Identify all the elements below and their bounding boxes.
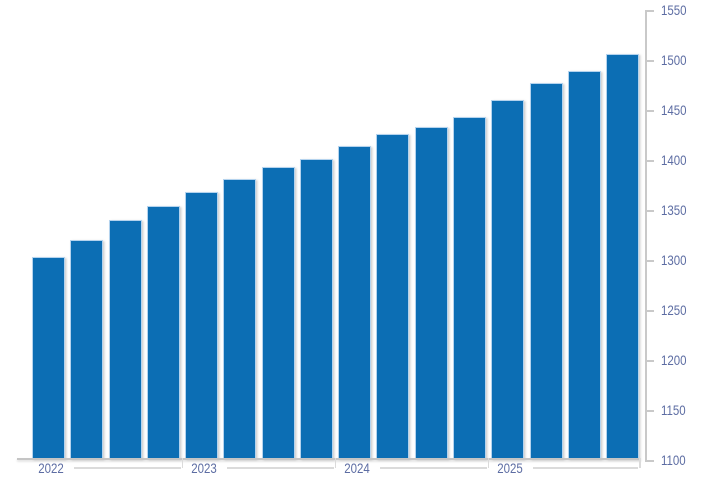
y-axis-tick-label: 1400 xyxy=(661,153,687,168)
year-separator-tick xyxy=(639,458,641,468)
y-axis-tick-label: 1100 xyxy=(661,453,686,468)
bar[interactable] xyxy=(300,159,333,459)
x-axis-baseline xyxy=(17,457,641,460)
y-axis-tick-label: 1300 xyxy=(661,253,687,268)
bar[interactable] xyxy=(338,146,371,459)
bar[interactable] xyxy=(262,167,295,459)
bar[interactable] xyxy=(147,206,180,459)
y-axis-tick xyxy=(645,160,654,162)
y-axis-tick-label: 1550 xyxy=(661,3,687,18)
bar[interactable] xyxy=(491,100,524,459)
y-axis-tick-label: 1500 xyxy=(661,53,687,68)
y-axis-tick xyxy=(645,410,654,412)
year-separator-tick xyxy=(181,458,183,468)
y-axis-tick-label: 1150 xyxy=(661,403,686,418)
y-axis-tick xyxy=(645,60,654,62)
y-axis-tick-label: 1200 xyxy=(661,353,687,368)
bar[interactable] xyxy=(568,71,601,459)
year-separator-tick xyxy=(334,458,336,468)
y-axis-tick-label: 1250 xyxy=(661,303,687,318)
y-axis-tick xyxy=(645,260,654,262)
y-axis-tick xyxy=(645,360,654,362)
bar[interactable] xyxy=(223,179,256,459)
bar[interactable] xyxy=(376,134,409,459)
bar[interactable] xyxy=(453,117,486,459)
bar[interactable] xyxy=(415,127,448,459)
year-separator-line xyxy=(226,467,334,469)
bar[interactable] xyxy=(185,192,218,459)
bar[interactable] xyxy=(32,257,65,459)
year-separator-tick xyxy=(487,458,489,468)
year-separator-line xyxy=(379,467,487,469)
bar[interactable] xyxy=(109,220,142,459)
y-axis-tick xyxy=(645,460,654,462)
y-axis-tick-label: 1450 xyxy=(661,103,687,118)
year-separator-line xyxy=(532,467,638,469)
y-axis-tick xyxy=(645,110,654,112)
y-axis-line xyxy=(645,10,647,461)
year-separator-line xyxy=(73,467,181,469)
y-axis-tick xyxy=(645,210,654,212)
y-axis-tick xyxy=(645,310,654,312)
bar[interactable] xyxy=(606,54,639,459)
bar[interactable] xyxy=(70,240,103,459)
x-axis-year-label: 2023 xyxy=(190,460,217,476)
x-axis-year-label: 2022 xyxy=(37,460,64,476)
x-axis-year-label: 2025 xyxy=(496,460,523,476)
y-axis-tick-label: 1350 xyxy=(661,203,687,218)
bar[interactable] xyxy=(530,83,563,459)
x-axis-year-label: 2024 xyxy=(343,460,370,476)
y-axis-tick xyxy=(645,10,654,12)
